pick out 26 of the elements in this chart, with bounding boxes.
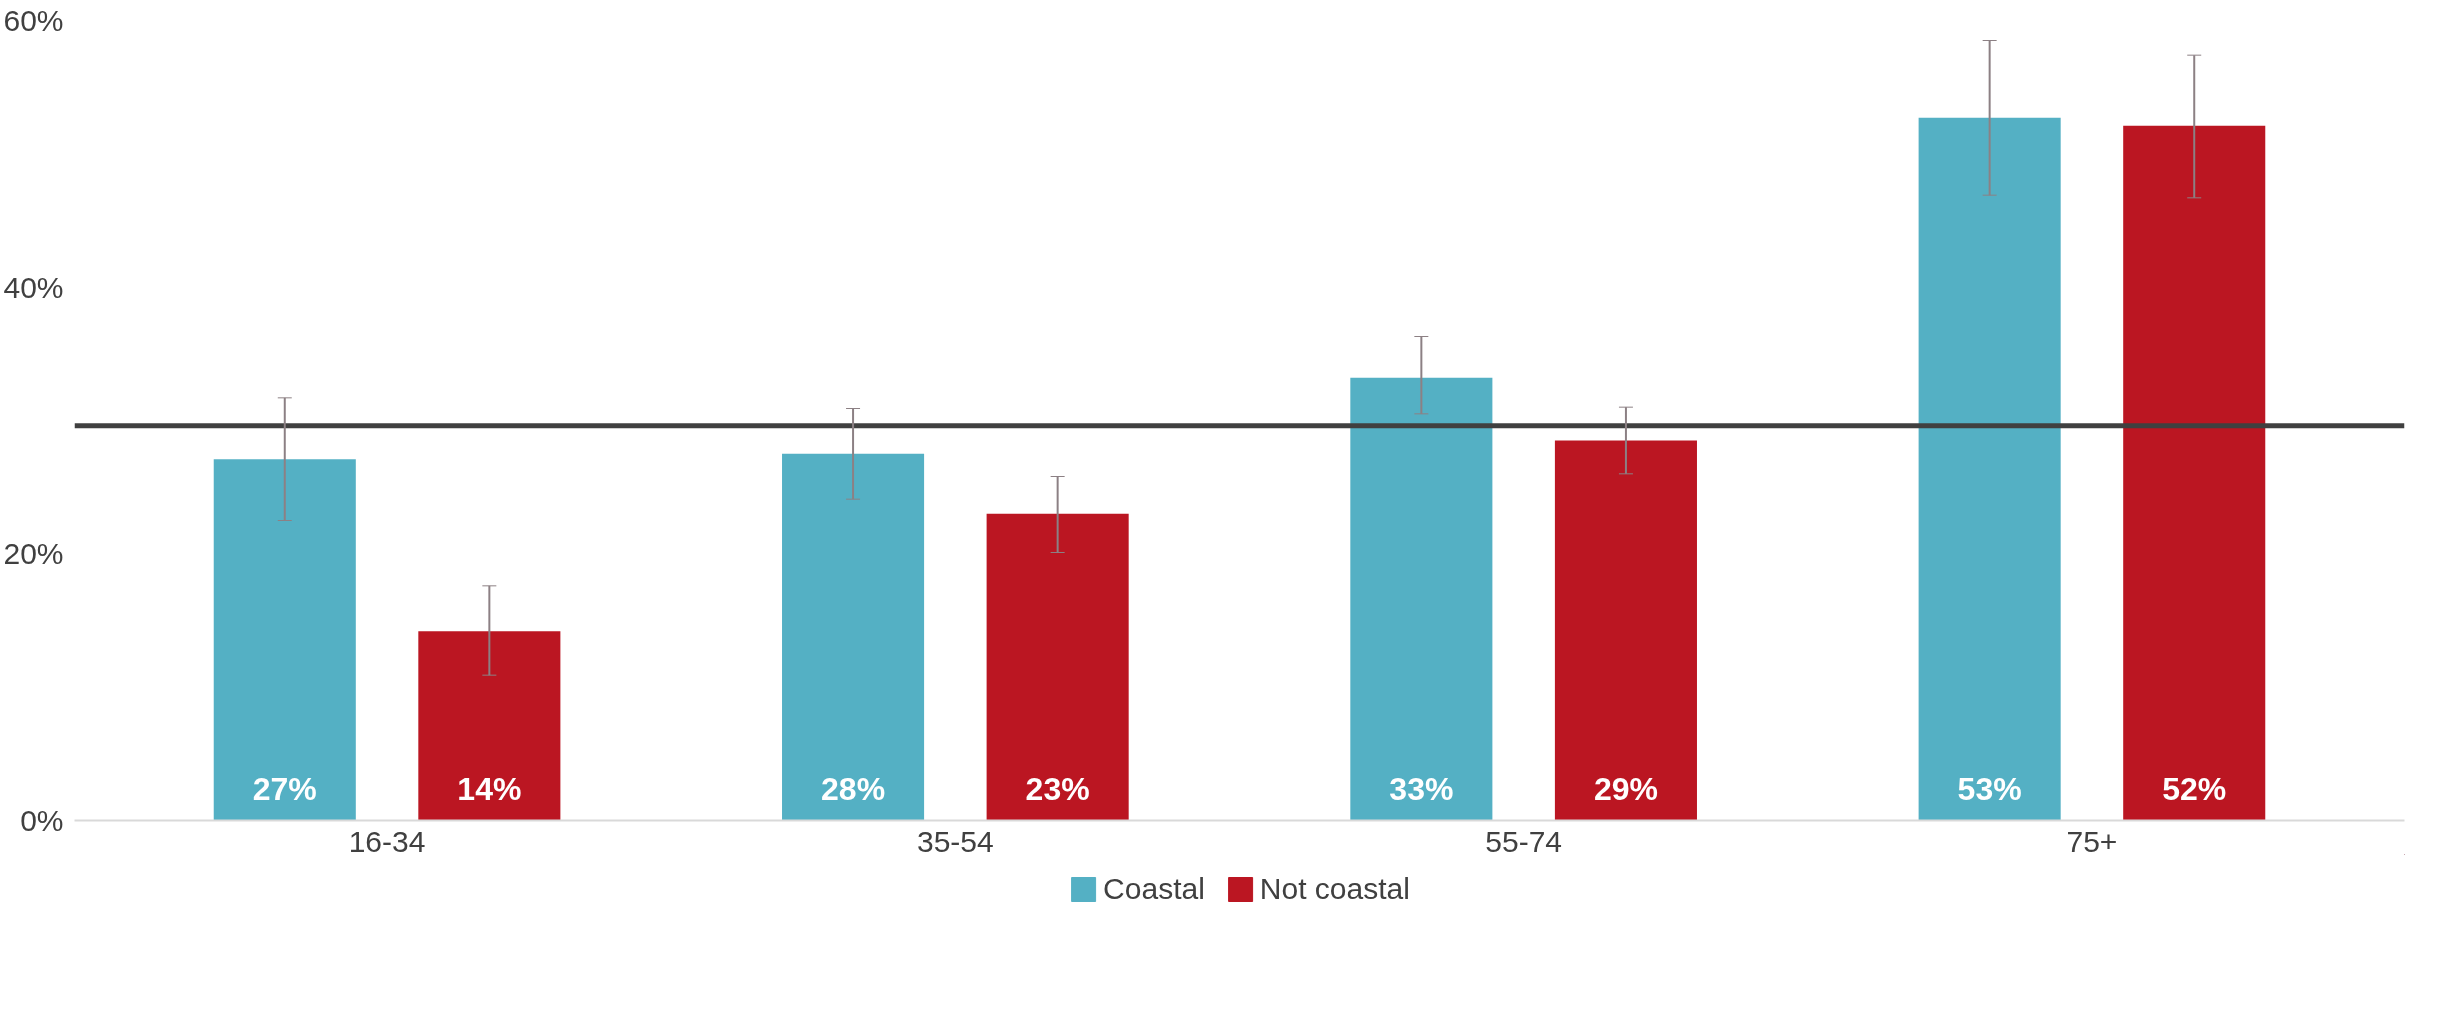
bar xyxy=(1918,117,2061,821)
bar xyxy=(782,453,925,821)
bar xyxy=(213,459,356,821)
y-tick-label: 60% xyxy=(3,4,64,37)
data-label: 23% xyxy=(1025,770,1090,807)
data-label: 14% xyxy=(457,770,522,807)
data-label: 33% xyxy=(1389,770,1454,807)
data-label: 52% xyxy=(2162,770,2227,807)
bar xyxy=(986,513,1129,821)
y-tick-label: 20% xyxy=(3,537,64,571)
data-label: 29% xyxy=(1593,770,1658,807)
legend-label: Not coastal xyxy=(1259,872,1410,906)
x-tick-label: 55-74 xyxy=(1485,824,1563,858)
legend-label: Coastal xyxy=(1103,872,1205,906)
data-label: 28% xyxy=(821,770,886,807)
data-label: 53% xyxy=(1957,770,2022,807)
x-tick-label: 16-34 xyxy=(348,824,426,858)
bar xyxy=(418,631,561,821)
x-tick-label: 35-54 xyxy=(916,824,994,858)
bar xyxy=(2123,125,2266,821)
data-label: 27% xyxy=(252,770,317,807)
y-tick-label: 0% xyxy=(20,804,64,837)
bar xyxy=(1350,377,1493,821)
y-tick-label: 40% xyxy=(3,270,64,304)
x-tick-label: 75+ xyxy=(2066,824,2118,858)
bar xyxy=(1554,440,1697,821)
